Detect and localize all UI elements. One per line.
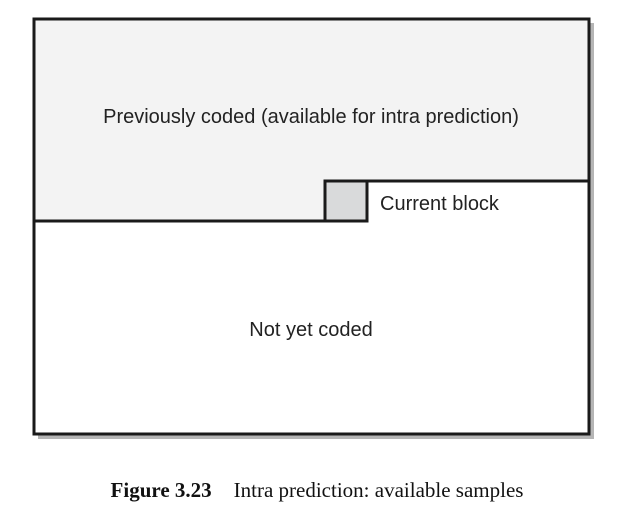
current-block-label: Current block <box>380 193 500 215</box>
current-block-border <box>325 179 369 223</box>
figure-caption-text: Intra prediction: available samples <box>233 478 524 502</box>
frame-border <box>32 17 591 436</box>
previously-coded-region <box>34 19 589 221</box>
figure-number: Figure 3.23 <box>110 478 212 502</box>
previously-coded-label: Previously coded (available for intra pr… <box>103 106 519 128</box>
figure-caption: Figure 3.23 Intra prediction: available s… <box>0 478 634 503</box>
intra-prediction-diagram: Previously coded (available for intra pr… <box>32 17 594 439</box>
coded-boundary-line <box>34 179 589 223</box>
not-yet-coded-label: Not yet coded <box>249 319 372 341</box>
current-block <box>325 181 367 221</box>
